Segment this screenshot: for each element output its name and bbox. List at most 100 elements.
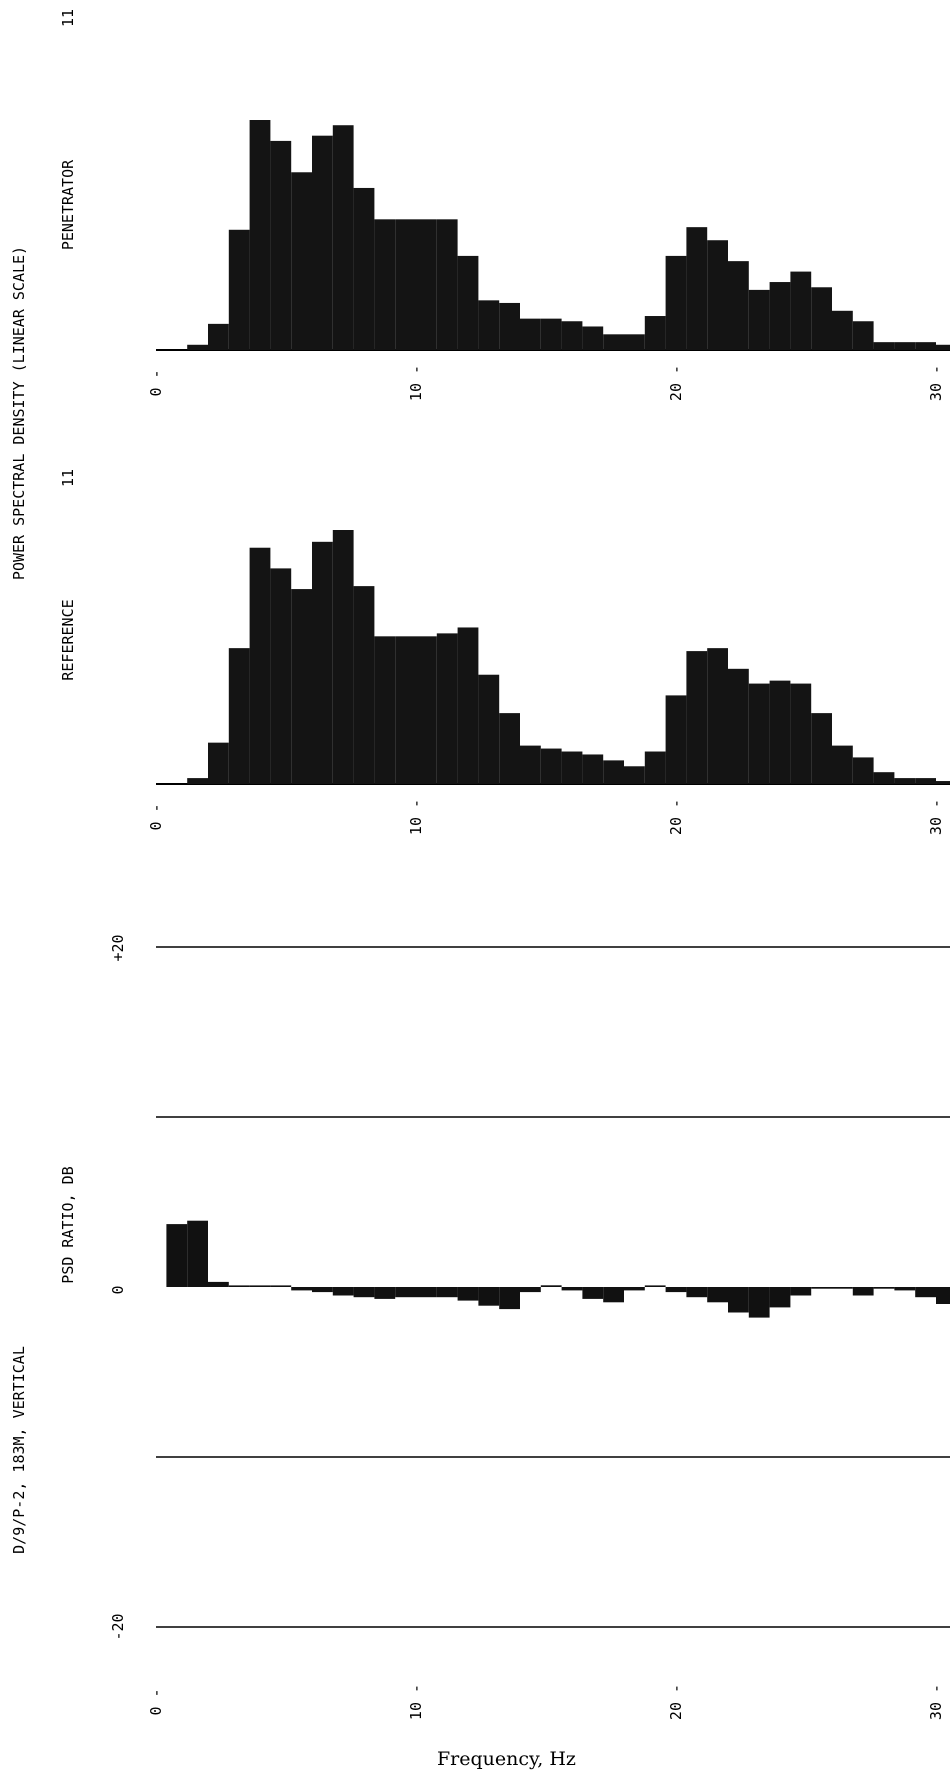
reference-bar [603, 760, 624, 784]
reference-bar [270, 568, 292, 784]
penetrator-bar [187, 344, 208, 350]
reference-bar [312, 541, 333, 784]
figure-title: POWER SPECTRAL DENSITY (LINEAR SCALE) [10, 246, 28, 580]
ratio-xtick-label: 10 - [407, 1684, 425, 1720]
reference-bar [686, 651, 708, 784]
penetrator-bar [353, 187, 375, 350]
x-axis-label: Frequency, Hz [437, 1748, 576, 1770]
penetrator-bar [707, 240, 728, 350]
reference-bar [832, 745, 853, 784]
ratio-bar [499, 1287, 520, 1310]
reference-bar [707, 648, 728, 784]
ratio-xtick-label: 0 - [147, 1688, 165, 1715]
reference-bar [395, 636, 416, 784]
reference-bar [499, 713, 520, 784]
ratio-x-axis: 0 - 10 - 20 - 30 - [147, 1684, 945, 1720]
ratio-bar [478, 1287, 500, 1306]
reference-bar [374, 636, 396, 784]
reference-bar [894, 778, 916, 784]
penetrator-bar [374, 219, 396, 350]
reference-xtick-label: 10 - [407, 799, 425, 835]
reference-xtick-label: 30 - [927, 799, 945, 835]
penetrator-x-axis: 0 - 10 - 20 - 30 - [147, 365, 945, 401]
penetrator-bar [228, 229, 250, 350]
penetrator-bar [603, 334, 624, 350]
page-mark-top: 11 [59, 9, 77, 27]
penetrator-bar [520, 318, 541, 350]
ratio-bar [416, 1287, 437, 1298]
ratio-ytick-plus20: +20 [109, 934, 127, 961]
penetrator-bar [561, 321, 583, 350]
ratio-bar [728, 1287, 749, 1313]
penetrator-label: PENETRATOR [59, 159, 77, 250]
ratio-bar [332, 1287, 354, 1296]
penetrator-bar [312, 135, 333, 350]
reference-label: REFERENCE [59, 599, 77, 680]
reference-bar [520, 745, 541, 784]
ratio-xtick-label: 30 - [927, 1684, 945, 1720]
reference-bar [582, 754, 604, 784]
penetrator-bar [915, 342, 936, 350]
ratio-bar [832, 1287, 853, 1289]
ratio-xtick-label: 20 - [667, 1684, 685, 1720]
ratio-bar [769, 1287, 791, 1308]
penetrator-xtick-label: 10 - [407, 365, 425, 401]
ratio-bar [353, 1287, 375, 1298]
ratio-ytick-minus20: -20 [109, 1613, 127, 1640]
penetrator-bar [270, 140, 292, 350]
figure-subtitle: D/9/P-2, 183M, VERTICAL [10, 1346, 28, 1554]
penetrator-xtick-label: 0 - [147, 369, 165, 396]
ratio-bar [748, 1287, 770, 1318]
reference-xtick-label: 0 - [147, 803, 165, 830]
ratio-bar [249, 1285, 271, 1287]
penetrator-bar [478, 300, 500, 350]
ratio-bar [603, 1287, 624, 1303]
ratio-bar [936, 1287, 950, 1304]
reference-bar [852, 757, 874, 784]
penetrator-bar [624, 334, 645, 350]
ratio-bar [436, 1287, 458, 1298]
reference-bars [156, 530, 950, 785]
reference-bar [748, 683, 770, 784]
reference-bar [769, 680, 791, 784]
reference-bar [915, 778, 936, 784]
penetrator-bar [832, 310, 853, 350]
ratio-bar [665, 1287, 687, 1293]
ratio-bar [208, 1281, 229, 1287]
penetrator-bar [748, 289, 770, 350]
penetrator-bar [499, 302, 520, 350]
ratio-bar [624, 1287, 645, 1291]
reference-bar [561, 751, 583, 784]
penetrator-bar [436, 219, 458, 350]
ratio-bar [291, 1287, 312, 1291]
reference-bar [478, 674, 500, 784]
penetrator-bar [291, 172, 312, 350]
penetrator-bar [208, 323, 229, 350]
penetrator-bar [249, 120, 271, 350]
reference-bar [353, 586, 375, 784]
reference-xtick-label: 20 - [667, 799, 685, 835]
ratio-bar [270, 1285, 292, 1287]
reference-bar [249, 547, 271, 784]
penetrator-bar [332, 125, 354, 351]
ratio-bar [187, 1220, 208, 1287]
ratio-bar [582, 1287, 604, 1299]
ratio-bar [228, 1285, 250, 1287]
penetrator-bar [686, 227, 708, 350]
ratio-bar [707, 1287, 728, 1303]
penetrator-bar [894, 342, 916, 350]
reference-bar [873, 772, 895, 784]
penetrator-bar [582, 326, 604, 350]
penetrator-bar [665, 255, 687, 350]
reference-bar [728, 668, 749, 784]
penetrator-bar [644, 316, 666, 350]
reference-bar [665, 695, 687, 784]
ratio-bar [395, 1287, 416, 1298]
reference-bar [936, 781, 950, 784]
reference-bar [811, 713, 832, 784]
penetrator-bar [769, 282, 791, 350]
ratio-bar [894, 1287, 916, 1291]
reference-bar [416, 636, 437, 784]
penetrator-bar [873, 342, 895, 350]
